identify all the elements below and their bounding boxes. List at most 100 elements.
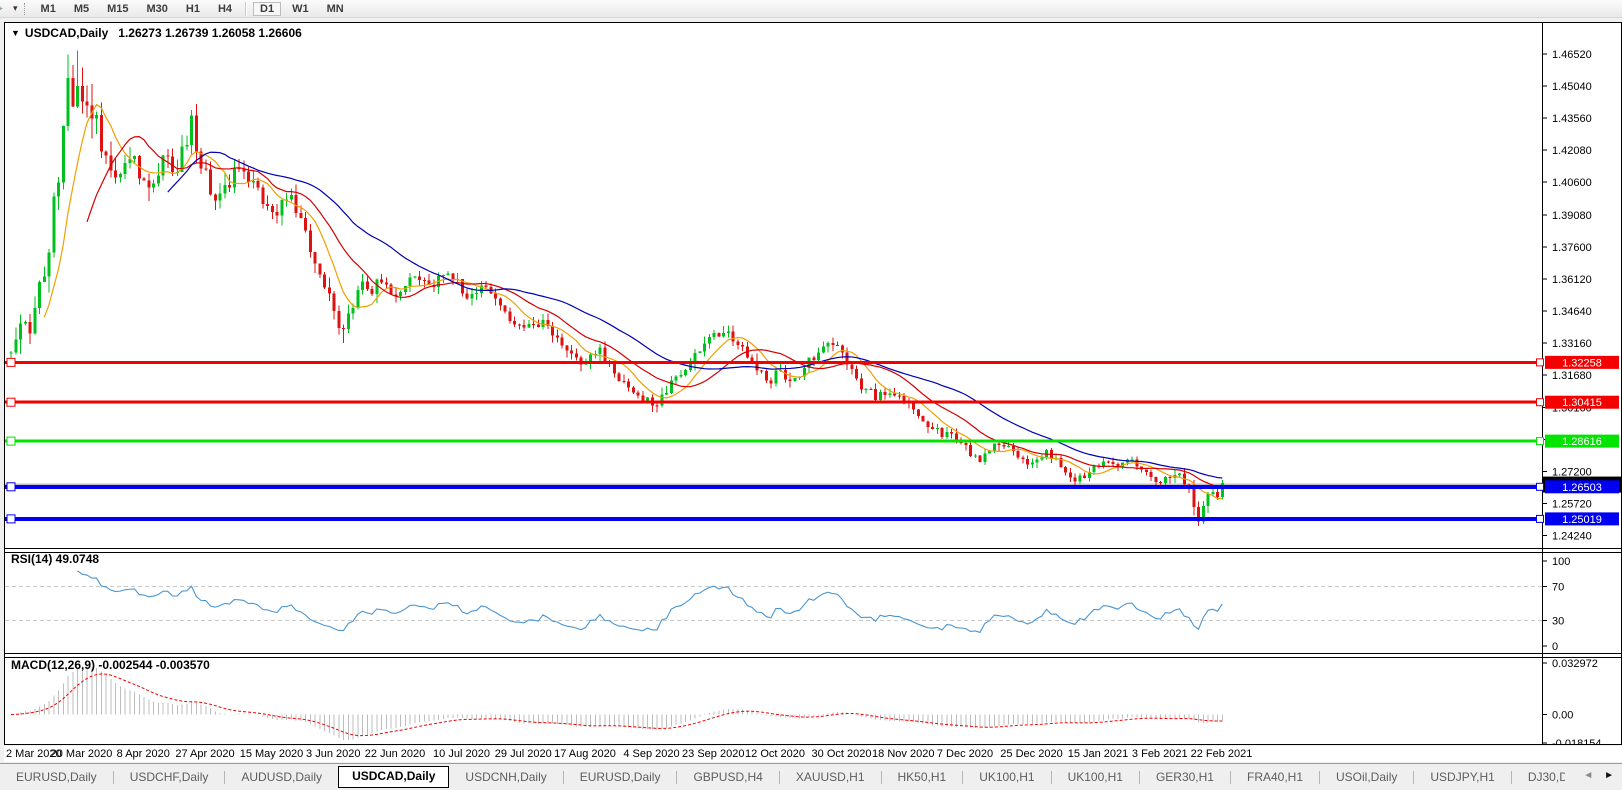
candle-body [308,230,312,252]
tab-XAUUSD-H1[interactable]: XAUUSD,H1 [795,770,865,784]
timeframe-toolbar: ⌖ ▾ M1 M5 M15 M30 H1 H4 D1 W1 MN [0,0,1622,18]
badge-handle[interactable] [1536,398,1544,407]
price-tick-label: 1.40600 [1552,177,1592,189]
candle-body [693,352,697,364]
candle-body [204,168,208,170]
timeframe-button-M1[interactable]: M1 [40,2,56,15]
chart-title-arrow-icon[interactable]: ▼ [11,28,20,38]
timeframe-button-M15[interactable]: M15 [107,2,129,15]
date-axis-label: 29 Jul 2020 [494,748,552,760]
candle-body [622,380,626,382]
price-level-badge[interactable]: 1.26503 [1536,480,1620,494]
price-tick-label: 1.45040 [1552,81,1592,93]
price-tick-label: 1.46520 [1552,49,1592,61]
macd-tick-label: -0.018154 [1552,738,1602,744]
tab-GBPUSD-H4[interactable]: GBPUSD,H4 [693,770,763,784]
candle-body [598,347,602,354]
tab-USOil-Daily[interactable]: USOil,Daily [1336,770,1398,784]
candle-body [646,397,649,401]
candles-group [9,50,1224,527]
candle-body [855,369,858,379]
candle-body [375,279,379,295]
tab-USDJPY-H1[interactable]: USDJPY,H1 [1430,770,1495,784]
date-axis-label: 17 Aug 2020 [554,748,616,760]
candle-body [199,151,203,169]
candle-body [194,115,198,152]
timeframe-button-H1[interactable]: H1 [185,2,200,15]
candle-body [1154,477,1158,483]
price-level-badge[interactable]: 1.32258 [1536,355,1620,370]
time-axis[interactable]: 2 Mar 2020 20 Mar 2020 8 Apr 2020 27 Apr 20… [4,746,1622,762]
chart-canvas[interactable]: 1.46520 1.45040 1.43560 1.42080 1.40600 1.390… [5,23,1621,744]
tab-USDCHF-Daily[interactable]: USDCHF,Daily [129,770,209,784]
chart-window[interactable]: 1.46520 1.45040 1.43560 1.42080 1.40600 1.390… [4,22,1622,745]
tab-separator [112,771,114,784]
macd-signal-line [10,673,1223,737]
candle-body [294,194,298,213]
tab-UK100-H1[interactable]: UK100,H1 [979,770,1035,784]
candle-body [1078,475,1082,482]
scroll-tabs-right-icon[interactable]: ► [1604,770,1614,781]
timeframe-button-D1[interactable]: D1 [253,1,282,16]
tab-AUDUSD-Daily[interactable]: AUDUSD,Daily [241,770,323,784]
price-level-badge[interactable]: 1.30415 [1536,395,1620,410]
timeframe-button-H4[interactable]: H4 [217,2,233,15]
line-drag-handle[interactable] [6,397,16,407]
tab-separator [962,771,964,784]
ma-line-34[interactable] [167,151,1223,479]
candle-body [232,168,236,188]
candle-body [845,352,849,365]
dropdown-caret-icon[interactable]: ▾ [13,3,18,13]
tab-HK50-H1[interactable]: HK50,H1 [897,770,947,784]
price-level-badge[interactable]: 1.25019 [1536,512,1620,526]
crosshair-icon[interactable]: ⌖ [0,1,10,16]
tab-EURUSD-Daily[interactable]: EURUSD,Daily [579,770,661,784]
timeframe-button-W1[interactable]: W1 [292,2,309,15]
line-drag-handle[interactable] [6,357,16,367]
candle-body [1092,466,1096,473]
candle-body [736,341,740,345]
candle-body [760,370,763,372]
candle-body [978,455,982,463]
tab-FRA40-H1[interactable]: FRA40,H1 [1246,770,1304,784]
candle-body [1201,505,1205,522]
timeframe-button-MN[interactable]: MN [326,2,344,15]
candle-body [717,333,721,337]
ma-line-17[interactable] [86,136,1223,489]
badge-handle[interactable] [1536,482,1544,491]
candle-body [171,156,174,172]
date-axis-label: 22 Jun 2020 [364,748,426,760]
candle-body [427,280,431,285]
badge-handle[interactable] [1536,437,1544,446]
rsi-tick-label: 100 [1552,556,1570,568]
badge-handle[interactable] [1536,358,1544,367]
candle-body [223,184,227,194]
candle-body [38,281,41,308]
tab-EURUSD-Daily[interactable]: EURUSD,Daily [16,770,97,784]
tab-GER30-H1[interactable]: GER30,H1 [1155,770,1214,784]
line-drag-handle[interactable] [6,514,16,524]
rsi-line [77,570,1223,634]
candle-body [988,450,991,454]
timeframe-button-M30[interactable]: M30 [146,2,168,15]
candle-body [992,443,996,451]
badge-handle[interactable] [1536,514,1544,523]
timeframe-button-M5[interactable]: M5 [73,2,90,15]
candle-body [19,323,22,340]
tab-USDCNH-Daily[interactable]: USDCNH,Daily [465,770,547,784]
scroll-tabs-left-icon[interactable]: ◄ [1583,770,1594,781]
tab-UK100-H1[interactable]: UK100,H1 [1067,770,1123,784]
ma-line-8[interactable] [43,103,1223,500]
line-drag-handle[interactable] [6,436,16,446]
chart-symbol-period: USDCAD,Daily [24,26,109,40]
candle-body [627,381,630,388]
candle-body [228,184,231,188]
candle-body [703,343,706,352]
price-level-badge[interactable]: 1.28616 [1536,434,1620,449]
candle-body [318,263,322,275]
candle-body [945,431,949,438]
chart-ohlc-values: 1.26273 1.26739 1.26058 1.26606 [118,26,302,40]
tab-USDCAD-Daily[interactable]: USDCAD,Daily [338,766,450,788]
candle-body [793,377,797,381]
line-drag-handle[interactable] [6,482,16,492]
